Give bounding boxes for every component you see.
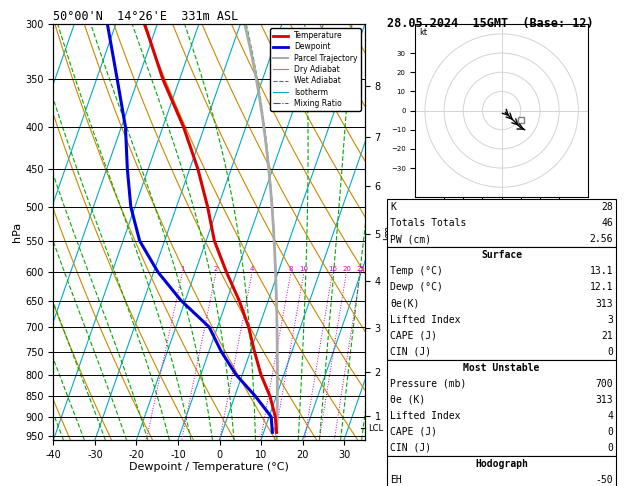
Text: 21: 21 <box>601 330 613 341</box>
Text: CAPE (J): CAPE (J) <box>390 427 437 437</box>
Text: CAPE (J): CAPE (J) <box>390 330 437 341</box>
Text: 12.1: 12.1 <box>590 282 613 293</box>
Text: Surface: Surface <box>481 250 522 260</box>
Text: 0: 0 <box>608 443 613 453</box>
X-axis label: Dewpoint / Temperature (°C): Dewpoint / Temperature (°C) <box>129 462 289 472</box>
Text: K: K <box>390 202 396 212</box>
Text: 28: 28 <box>601 202 613 212</box>
Text: 2.56: 2.56 <box>590 234 613 244</box>
Text: 16: 16 <box>328 266 337 272</box>
Text: 10: 10 <box>299 266 309 272</box>
Text: 4: 4 <box>608 411 613 421</box>
Text: 25: 25 <box>357 266 365 272</box>
Text: θe(K): θe(K) <box>390 298 420 309</box>
Text: CIN (J): CIN (J) <box>390 347 431 357</box>
Text: 13.1: 13.1 <box>590 266 613 277</box>
Text: Most Unstable: Most Unstable <box>464 363 540 373</box>
Text: Lifted Index: Lifted Index <box>390 314 460 325</box>
Text: 50°00'N  14°26'E  331m ASL: 50°00'N 14°26'E 331m ASL <box>53 10 239 23</box>
Text: 313: 313 <box>596 395 613 405</box>
Text: PW (cm): PW (cm) <box>390 234 431 244</box>
Text: Hodograph: Hodograph <box>475 459 528 469</box>
Text: 313: 313 <box>596 298 613 309</box>
Text: 3: 3 <box>608 314 613 325</box>
Text: 2: 2 <box>214 266 218 272</box>
Text: 0: 0 <box>608 347 613 357</box>
Y-axis label: hPa: hPa <box>13 222 23 242</box>
Text: Dewp (°C): Dewp (°C) <box>390 282 443 293</box>
Text: 700: 700 <box>596 379 613 389</box>
Text: LCL: LCL <box>368 424 383 433</box>
Legend: Temperature, Dewpoint, Parcel Trajectory, Dry Adiabat, Wet Adiabat, Isotherm, Mi: Temperature, Dewpoint, Parcel Trajectory… <box>270 28 361 111</box>
Text: Temp (°C): Temp (°C) <box>390 266 443 277</box>
Text: 1: 1 <box>181 266 185 272</box>
Text: 28.05.2024  15GMT  (Base: 12): 28.05.2024 15GMT (Base: 12) <box>387 17 593 30</box>
Text: Lifted Index: Lifted Index <box>390 411 460 421</box>
Text: 8: 8 <box>289 266 293 272</box>
Text: kt: kt <box>419 28 427 37</box>
Text: 4: 4 <box>250 266 254 272</box>
Text: 20: 20 <box>342 266 351 272</box>
Text: CIN (J): CIN (J) <box>390 443 431 453</box>
Text: 46: 46 <box>601 218 613 228</box>
Text: θe (K): θe (K) <box>390 395 425 405</box>
Text: Totals Totals: Totals Totals <box>390 218 466 228</box>
Text: Pressure (mb): Pressure (mb) <box>390 379 466 389</box>
Y-axis label: km
ASL: km ASL <box>384 223 405 241</box>
Text: 0: 0 <box>608 427 613 437</box>
Text: -50: -50 <box>596 475 613 485</box>
Text: EH: EH <box>390 475 402 485</box>
